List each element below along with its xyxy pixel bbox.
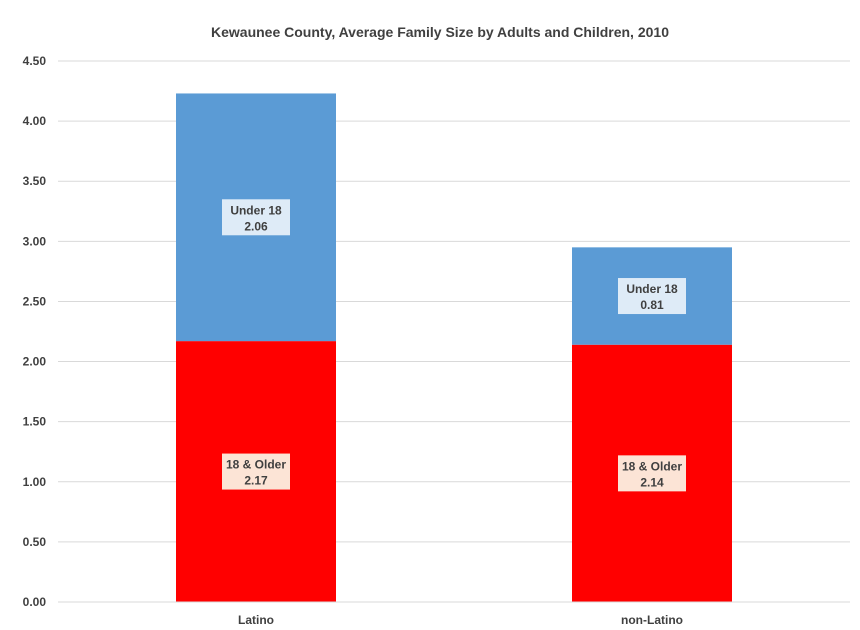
- bars: 18 & Older 2.17 Under 18 2.06 18 & Older 2.14…: [176, 93, 732, 602]
- y-tick-label: 0.50: [23, 535, 47, 549]
- y-tick-label: 4.50: [23, 54, 47, 68]
- x-axis: Latino non-Latino: [58, 601, 850, 627]
- data-label-series-name: Under 18: [626, 282, 678, 296]
- data-label-series-name: Under 18: [230, 203, 282, 217]
- y-tick-label: 2.00: [23, 355, 47, 369]
- data-label-background: [618, 278, 686, 315]
- data-label-series-name: 18 & Older: [226, 458, 286, 472]
- data-label: 18 & Older 2.14: [618, 455, 686, 492]
- x-tick-label: non-Latino: [621, 613, 683, 627]
- x-tick-label: Latino: [238, 613, 274, 627]
- data-label-series-name: 18 & Older: [622, 459, 682, 473]
- y-tick-label: 1.50: [23, 415, 47, 429]
- y-tick-label: 4.00: [23, 114, 47, 128]
- data-label-background: [222, 199, 290, 236]
- y-tick-label: 2.50: [23, 294, 47, 308]
- data-label-value: 2.14: [640, 475, 664, 489]
- data-label: 18 & Older 2.17: [222, 453, 290, 490]
- y-tick-label: 3.00: [23, 234, 47, 248]
- y-tick-label: 3.50: [23, 174, 47, 188]
- y-tick-label: 1.00: [23, 475, 47, 489]
- data-label-background: [222, 453, 290, 490]
- data-label-value: 0.81: [640, 298, 664, 312]
- chart-title: Kewaunee County, Average Family Size by …: [211, 24, 669, 40]
- data-label: Under 18 0.81: [618, 278, 686, 315]
- data-label: Under 18 2.06: [222, 199, 290, 236]
- data-label-value: 2.06: [244, 219, 268, 233]
- y-tick-label: 0.00: [23, 595, 47, 609]
- data-label-background: [618, 455, 686, 492]
- y-axis: 0.00 0.50 1.00 1.50 2.00 2.50 3.00 3.50 4.00 4.50: [23, 54, 47, 609]
- data-label-value: 2.17: [244, 474, 268, 488]
